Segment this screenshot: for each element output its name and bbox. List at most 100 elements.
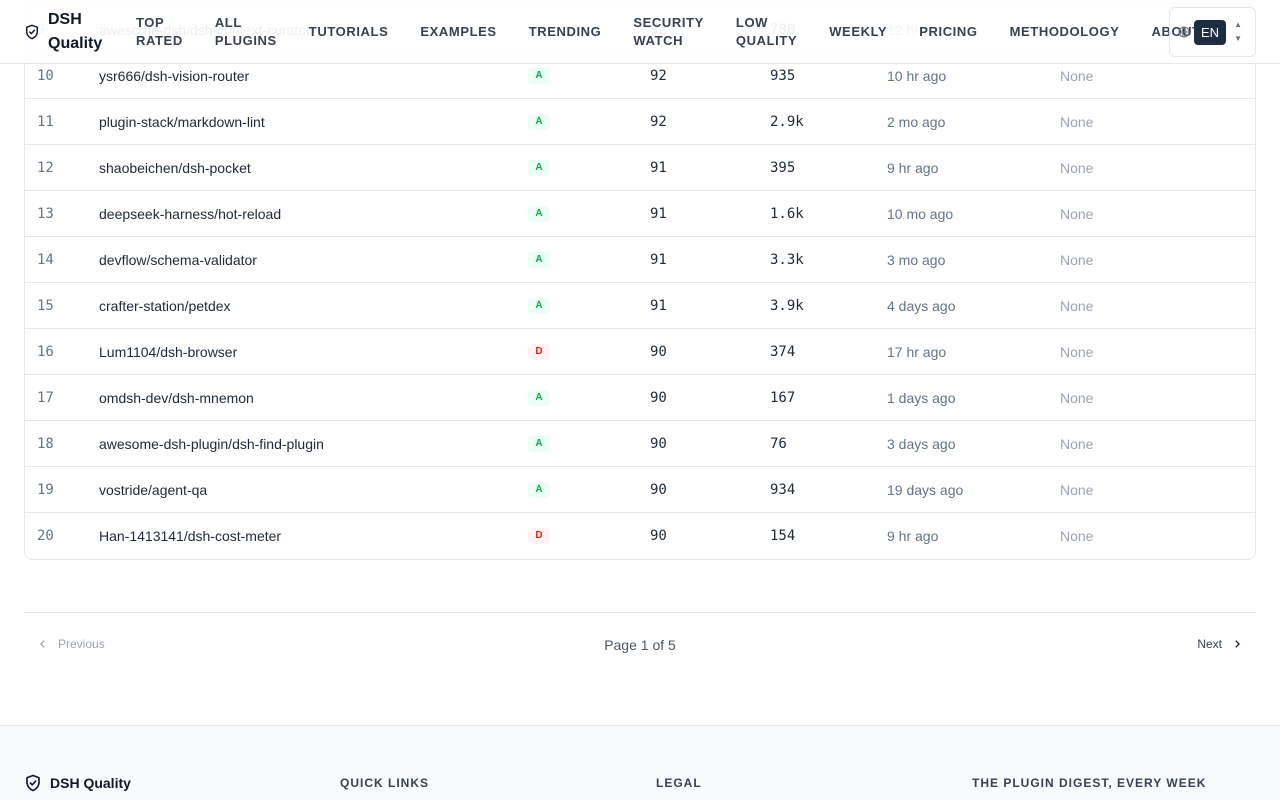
nav-item-methodology[interactable]: METHODOLOGY xyxy=(994,23,1136,41)
table-row[interactable]: 19 vostride/agent-qa A 90 934 19 days ago None xyxy=(25,467,1255,513)
score-cell: 91 xyxy=(650,159,667,176)
updated-cell: 1 days ago xyxy=(887,389,956,406)
stars-cell: 3.3k xyxy=(770,251,804,268)
nav-label: EXAMPLES xyxy=(420,24,497,39)
issues-cell: None xyxy=(1060,435,1094,452)
updated-cell: 10 hr ago xyxy=(887,67,947,84)
grade-badge: A xyxy=(528,251,550,268)
nav-label: PLUGINS xyxy=(214,33,277,48)
grade-badge: A xyxy=(528,67,550,84)
plugin-name-link[interactable]: deepseek-harness/hot-reload xyxy=(99,205,282,222)
issues-cell: None xyxy=(1060,113,1094,130)
plugin-name-link[interactable]: ysr666/dsh-vision-router xyxy=(99,67,250,84)
plugin-name-link[interactable]: plugin-stack/markdown-lint xyxy=(99,113,265,130)
issues-cell: None xyxy=(1060,159,1094,176)
nav-label: WATCH xyxy=(633,33,684,48)
plugin-name-link[interactable]: Lum1104/dsh-browser xyxy=(99,343,238,360)
nav-label: RATED xyxy=(136,33,183,48)
table-row[interactable]: 20 Han-1413141/dsh-cost-meter D 90 154 9 hr a… xyxy=(25,513,1255,559)
nav-item-trending[interactable]: TRENDING xyxy=(513,23,618,41)
nav-label: METHODOLOGY xyxy=(1009,24,1120,39)
score-cell: 90 xyxy=(650,435,667,452)
language-selector[interactable]: EN ▲ ▼ xyxy=(1169,7,1256,57)
nav-item-all-plugins[interactable]: ALL PLUGINS xyxy=(199,14,293,50)
table-row[interactable]: 16 Lum1104/dsh-browser D 90 374 17 hr ago None xyxy=(25,329,1255,375)
nav-item-top-rated[interactable]: TOP RATED xyxy=(120,14,199,50)
score-cell: 92 xyxy=(650,67,667,84)
plugin-name-link[interactable]: awesome-dsh-plugin/dsh-find-plugin xyxy=(99,435,324,452)
stars-cell: 1.6k xyxy=(770,205,804,222)
plugin-name-link[interactable]: devflow/schema-validator xyxy=(99,251,257,268)
site-logo[interactable]: DSH Quality xyxy=(24,8,108,56)
rank-cell: 20 xyxy=(37,528,54,544)
stars-cell: 167 xyxy=(770,389,796,406)
grade-badge: D xyxy=(528,528,550,544)
rank-cell: 18 xyxy=(37,435,54,452)
nav-label: QUALITY xyxy=(735,33,798,48)
footer-quick-links-heading: QUICK LINKS xyxy=(340,776,429,790)
footer-legal-heading: LEGAL xyxy=(656,776,702,790)
nav-item-tutorials[interactable]: TUTORIALS xyxy=(293,23,405,41)
table-row[interactable]: 14 devflow/schema-validator A 91 3.3k 3 mo ag… xyxy=(25,237,1255,283)
nav-item-weekly[interactable]: WEEKLY xyxy=(813,23,903,41)
updated-cell: 4 days ago xyxy=(887,297,956,314)
shield-check-icon xyxy=(26,774,40,792)
rank-cell: 16 xyxy=(37,343,54,360)
site-header: DSH Quality TOP RATED ALL PLUGINS TUTORIALS E… xyxy=(0,0,1280,64)
pagination: Previous Page 1 of 5 Next xyxy=(24,612,1256,676)
grade-badge: A xyxy=(528,481,550,498)
nav-label: PRICING xyxy=(919,24,978,39)
issues-cell: None xyxy=(1060,343,1094,360)
table-row[interactable]: 18 awesome-dsh-plugin/dsh-find-plugin A 90 7… xyxy=(25,421,1255,467)
nav-item-security-watch[interactable]: SECURITY WATCH xyxy=(617,14,720,50)
main-nav: TOP RATED ALL PLUGINS TUTORIALS EXAMPLES TREND… xyxy=(120,0,1217,64)
plugin-name-link[interactable]: crafter-station/petdex xyxy=(99,297,231,314)
table-row[interactable]: 12 shaobeichen/dsh-pocket A 91 395 9 hr ago No… xyxy=(25,145,1255,191)
updated-cell: 17 hr ago xyxy=(887,343,947,360)
updown-chevron-icon: ▲ ▼ xyxy=(1234,20,1242,43)
chevron-right-icon xyxy=(1235,640,1240,648)
language-current: EN xyxy=(1194,19,1227,45)
nav-item-pricing[interactable]: PRICING xyxy=(903,23,993,41)
chevron-left-icon xyxy=(40,640,45,648)
next-label: Next xyxy=(1197,637,1222,651)
plugin-name-link[interactable]: omdsh-dev/dsh-mnemon xyxy=(99,389,254,406)
updated-cell: 9 hr ago xyxy=(887,159,939,176)
issues-cell: None xyxy=(1060,481,1094,498)
plugin-name-link[interactable]: vostride/agent-qa xyxy=(99,481,208,498)
plugin-name-link[interactable]: shaobeichen/dsh-pocket xyxy=(99,159,251,176)
nav-label: WEEKLY xyxy=(829,24,888,39)
updated-cell: 3 days ago xyxy=(887,435,956,452)
table-row[interactable]: 11 plugin-stack/markdown-lint A 92 2.9k 2 mo … xyxy=(25,99,1255,145)
grade-badge: D xyxy=(528,343,550,360)
nav-label: ALL xyxy=(214,15,242,30)
score-cell: 91 xyxy=(650,205,667,222)
plugins-table: 9tiago-puc/dsh-budgetA9320915 hr agoNone… xyxy=(24,0,1256,560)
nav-label: TUTORIALS xyxy=(308,24,389,39)
next-button[interactable]: Next xyxy=(1197,637,1242,651)
issues-cell: None xyxy=(1060,205,1094,222)
table-row[interactable]: 13 deepseek-harness/hot-reload A 91 1.6k 10 m… xyxy=(25,191,1255,237)
issues-cell: None xyxy=(1060,528,1094,544)
table-row[interactable]: 15 crafter-station/petdex A 91 3.9k 4 days ag… xyxy=(25,283,1255,329)
previous-button[interactable]: Previous xyxy=(38,637,105,651)
globe-icon xyxy=(1178,26,1190,38)
issues-cell: None xyxy=(1060,389,1094,406)
stars-cell: 374 xyxy=(770,343,796,360)
score-cell: 92 xyxy=(650,113,667,130)
table-row[interactable]: 10 ysr666/dsh-vision-router A 92 935 10 hr ag… xyxy=(25,53,1255,99)
grade-badge: A xyxy=(528,297,550,314)
stars-cell: 934 xyxy=(770,481,796,498)
nav-label: SECURITY xyxy=(633,15,704,30)
score-cell: 90 xyxy=(650,481,667,498)
nav-label: TRENDING xyxy=(528,24,602,39)
nav-item-examples[interactable]: EXAMPLES xyxy=(404,23,512,41)
score-cell: 90 xyxy=(650,343,667,360)
rank-cell: 17 xyxy=(37,389,54,406)
score-cell: 90 xyxy=(650,528,667,544)
nav-item-low-quality[interactable]: LOW QUALITY xyxy=(720,14,813,50)
footer-brand[interactable]: DSH Quality xyxy=(24,774,131,792)
plugin-name-link[interactable]: Han-1413141/dsh-cost-meter xyxy=(99,528,282,544)
table-row[interactable]: 17 omdsh-dev/dsh-mnemon A 90 167 1 days ago No… xyxy=(25,375,1255,421)
updated-cell: 10 mo ago xyxy=(887,205,954,222)
